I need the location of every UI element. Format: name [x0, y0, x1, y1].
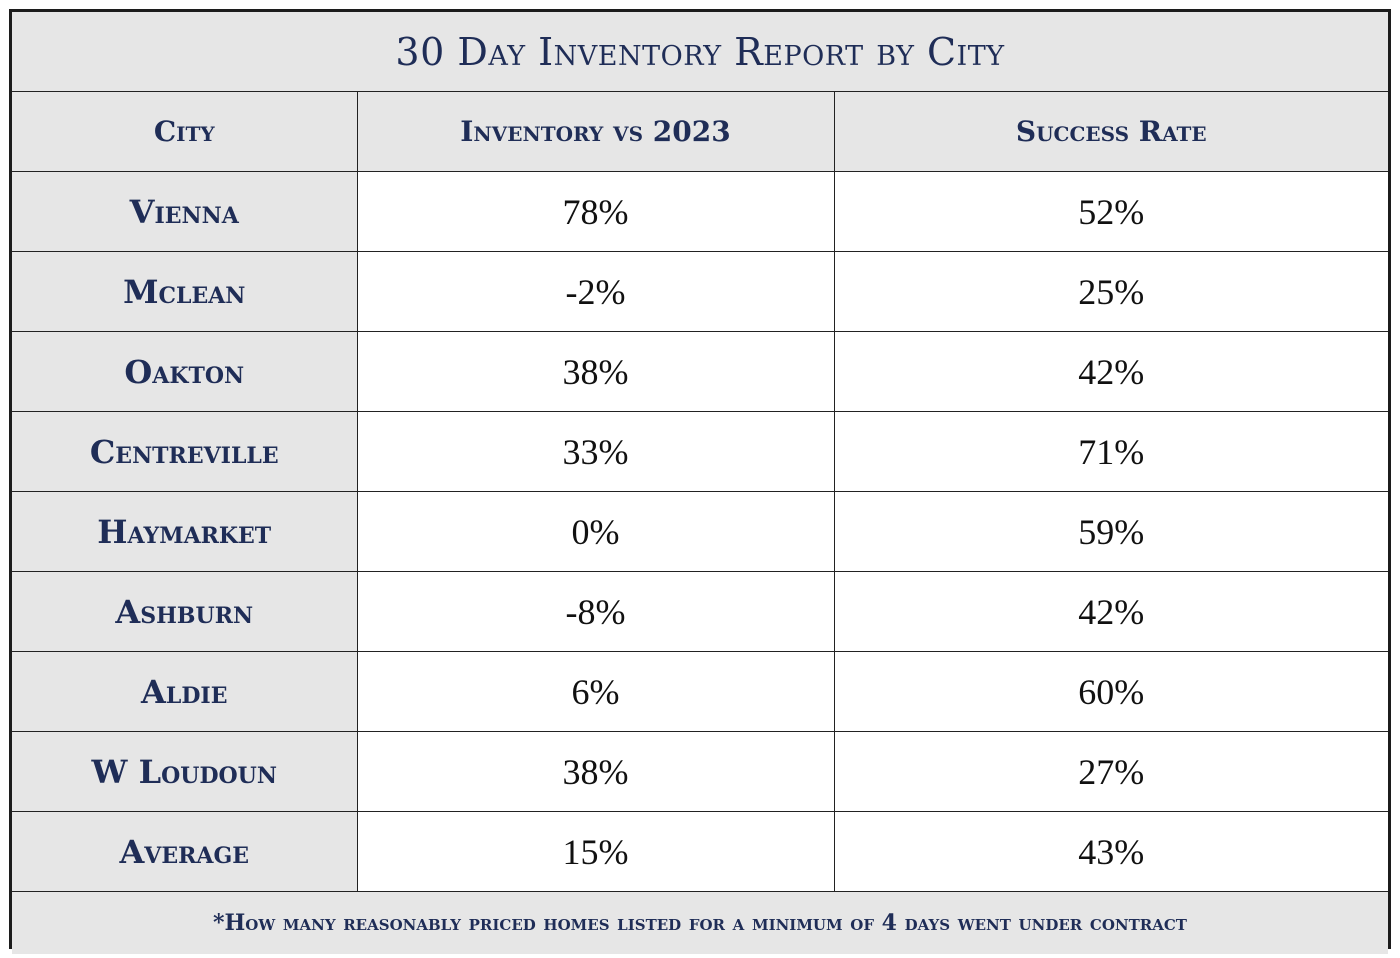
footnote-row: *How many reasonably priced homes listed… [12, 891, 1388, 954]
city-cell: Haymarket [12, 491, 358, 572]
success-rate-value-cell: 42% [833, 331, 1388, 412]
success-rate-value-cell: 71% [833, 411, 1388, 492]
city-cell: W Loudoun [12, 731, 358, 812]
table-row: Haymarket 0% 59% [12, 491, 1388, 572]
table-row: Aldie 6% 60% [12, 651, 1388, 732]
table-row: Vienna 78% 52% [12, 171, 1388, 252]
table-row: Centreville 33% 71% [12, 411, 1388, 492]
inventory-value-cell: 38% [356, 731, 835, 812]
city-cell: Oakton [12, 331, 358, 412]
table-body: 30 Day Inventory Report by City City Inv… [12, 12, 1388, 954]
table-row: Oakton 38% 42% [12, 331, 1388, 412]
city-cell: Vienna [12, 171, 358, 252]
table-row: Average 15% 43% [12, 811, 1388, 892]
table-row: W Loudoun 38% 27% [12, 731, 1388, 812]
success-rate-value-cell: 27% [833, 731, 1388, 812]
column-header-inventory: Inventory vs 2023 [356, 91, 835, 172]
city-cell: Average [12, 811, 358, 892]
city-cell: Aldie [12, 651, 358, 732]
inventory-value-cell: 78% [356, 171, 835, 252]
title-row: 30 Day Inventory Report by City [12, 12, 1388, 92]
inventory-value-cell: 38% [356, 331, 835, 412]
success-rate-value-cell: 60% [833, 651, 1388, 732]
table-row: Ashburn -8% 42% [12, 571, 1388, 652]
report-table-frame: 30 Day Inventory Report by City City Inv… [9, 9, 1391, 954]
inventory-value-cell: 0% [356, 491, 835, 572]
footnote-text: *How many reasonably priced homes listed… [12, 891, 1388, 954]
inventory-report-table: 30 Day Inventory Report by City City Inv… [12, 12, 1388, 954]
inventory-value-cell: 15% [356, 811, 835, 892]
header-row: City Inventory vs 2023 Success Rate [12, 91, 1388, 172]
success-rate-value-cell: 52% [833, 171, 1388, 252]
table-title: 30 Day Inventory Report by City [12, 12, 1388, 92]
column-header-city: City [12, 91, 358, 172]
city-cell: Ashburn [12, 571, 358, 652]
table-row: Mclean -2% 25% [12, 251, 1388, 332]
inventory-value-cell: 33% [356, 411, 835, 492]
inventory-value-cell: -8% [356, 571, 835, 652]
success-rate-value-cell: 43% [833, 811, 1388, 892]
success-rate-value-cell: 25% [833, 251, 1388, 332]
column-header-success-rate: Success Rate [833, 91, 1388, 172]
city-cell: Mclean [12, 251, 358, 332]
inventory-value-cell: -2% [356, 251, 835, 332]
success-rate-value-cell: 59% [833, 491, 1388, 572]
inventory-value-cell: 6% [356, 651, 835, 732]
success-rate-value-cell: 42% [833, 571, 1388, 652]
city-cell: Centreville [12, 411, 358, 492]
